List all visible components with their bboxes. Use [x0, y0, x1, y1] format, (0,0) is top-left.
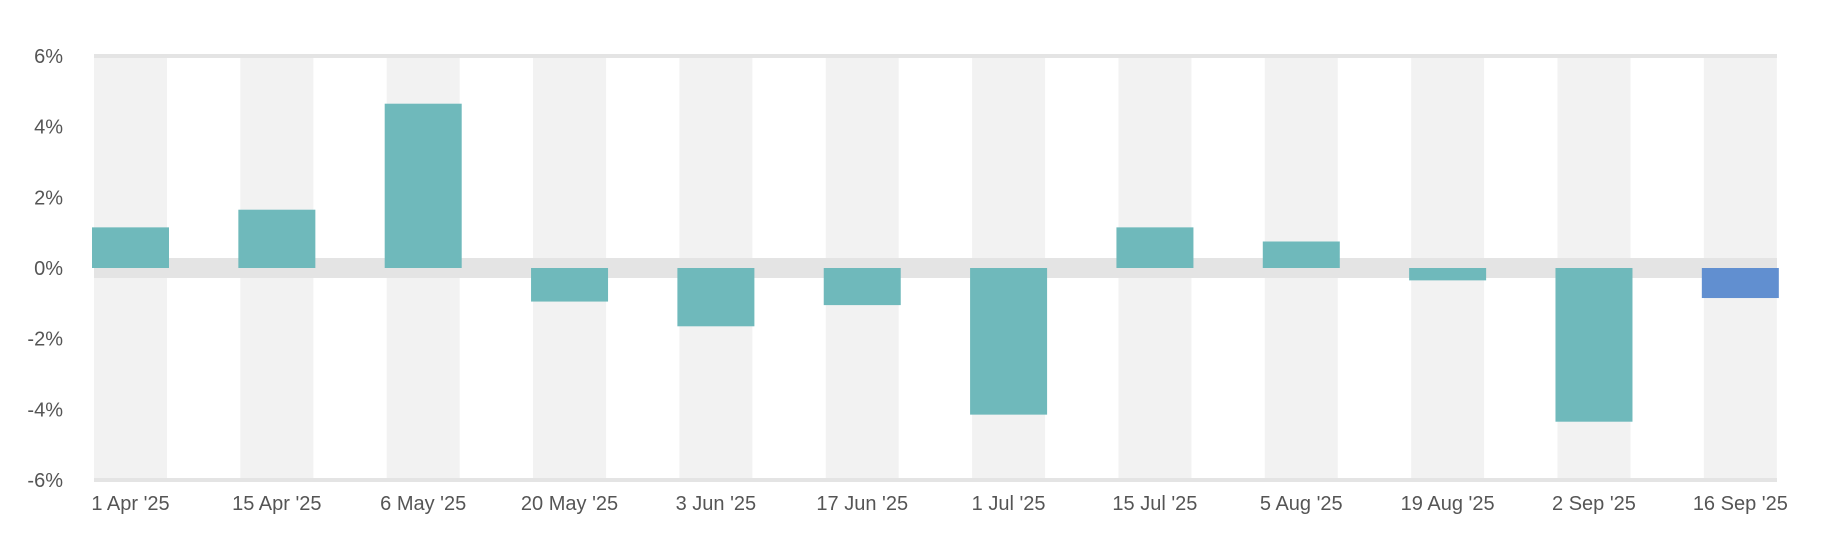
plot-frame [94, 54, 1777, 482]
x-tick-label: 19 Aug '25 [1401, 493, 1495, 515]
x-tick-label: 1 Apr '25 [91, 493, 169, 515]
bar-5 [677, 268, 755, 327]
bars [92, 103, 1779, 422]
y-tick-label: -4% [27, 399, 63, 421]
bar-2 [238, 209, 316, 268]
bar-3 [384, 103, 462, 268]
bar-4 [531, 268, 609, 302]
bar-8 [1116, 227, 1194, 268]
x-tick-label: 17 Jun '25 [816, 493, 908, 515]
y-axis-tick-labels: 6% 4% 2% 0% -2% -4% -6% [27, 46, 63, 492]
x-tick-label: 16 Sep '25 [1693, 493, 1788, 515]
y-tick-label: -2% [27, 329, 63, 351]
x-axis-tick-labels: 1 Apr '25 15 Apr '25 6 May '25 20 May '25 3 … [91, 493, 1787, 515]
bar-1 [92, 227, 169, 268]
bar-7 [970, 268, 1048, 415]
bar-9 [1262, 241, 1340, 268]
x-tick-label: 1 Jul '25 [972, 493, 1046, 515]
y-tick-label: 4% [34, 117, 63, 139]
x-tick-label: 6 May '25 [380, 493, 466, 515]
y-tick-label: 2% [34, 187, 63, 209]
y-tick-label: 6% [34, 46, 63, 68]
x-tick-label: 3 Jun '25 [676, 493, 757, 515]
x-tick-label: 15 Apr '25 [232, 493, 321, 515]
x-tick-label: 20 May '25 [521, 493, 618, 515]
bar-10 [1409, 268, 1487, 281]
x-tick-label: 5 Aug '25 [1260, 493, 1343, 515]
bar-12 [1701, 268, 1779, 299]
bar-6 [823, 268, 901, 306]
y-tick-label: 0% [34, 258, 63, 280]
bar-11 [1555, 268, 1633, 422]
x-tick-label: 2 Sep '25 [1552, 493, 1636, 515]
y-tick-label: -6% [27, 470, 63, 492]
x-tick-label: 15 Jul '25 [1112, 493, 1197, 515]
zero-line-band [94, 258, 1777, 278]
